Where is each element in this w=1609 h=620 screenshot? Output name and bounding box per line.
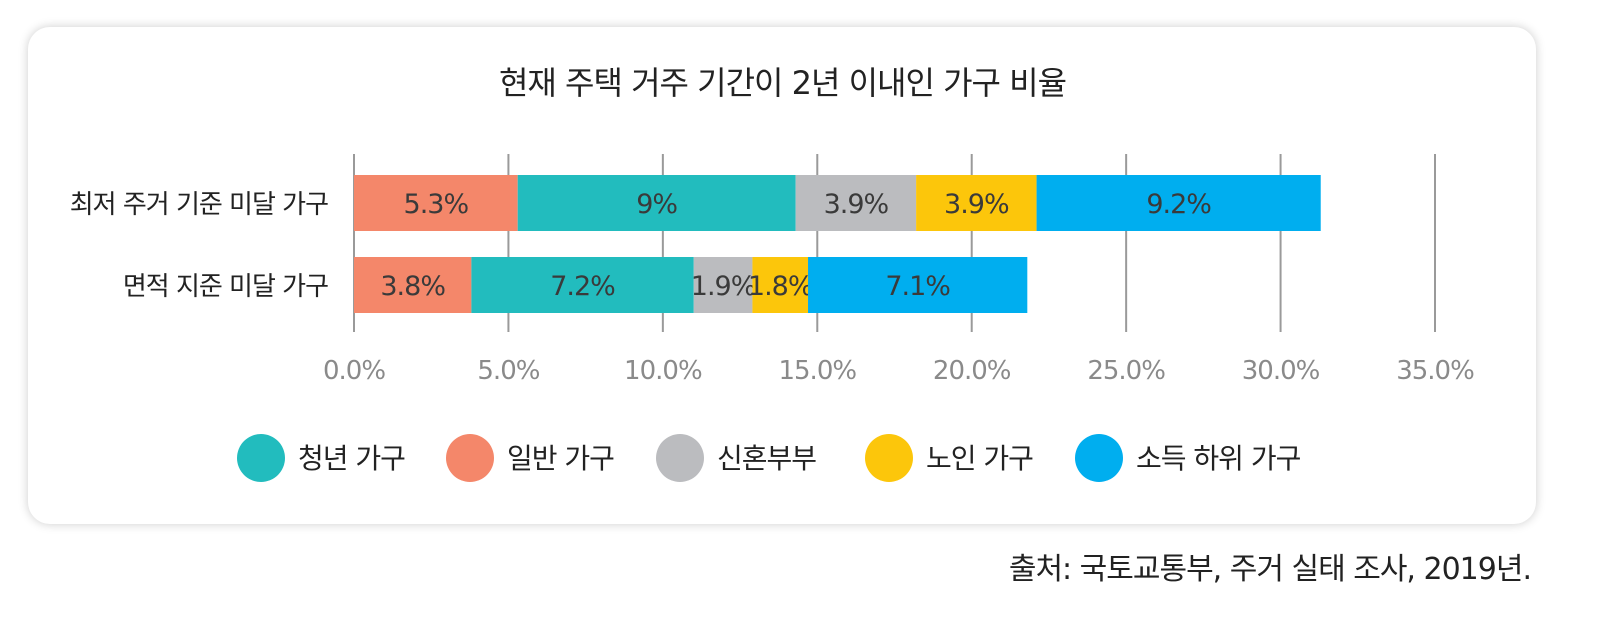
bar-value-label: 9% [636,189,677,220]
legend-label: 신혼부부 [717,442,816,475]
x-tick-label: 35.0% [1396,356,1474,386]
x-tick-label: 10.0% [624,356,702,386]
bar-segment [471,257,694,313]
bar-value-label: 3.9% [824,189,889,220]
legend-swatch [656,434,704,482]
bar-segment [517,175,796,231]
bar-segment [354,175,518,231]
legend-label: 노인 가구 [926,442,1033,475]
bar-value-label: 3.9% [944,189,1009,220]
bar-value-label: 1.9% [691,271,756,302]
x-tick-label: 30.0% [1242,356,1320,386]
x-tick-label: 25.0% [1087,356,1165,386]
legend: 청년 가구 일반 가구 신혼부부 노인 가구 소득 하위 가구 [237,434,1302,482]
bar-segment [808,257,1028,313]
bar-value-label: 5.3% [404,189,469,220]
x-tick-labels: 0.0% 5.0% 10.0% 15.0% 20.0% 25.0% 30.0% 35.0% [323,356,1475,386]
bar-segment [1036,175,1321,231]
bar-segment [795,175,917,231]
legend-swatch [1075,434,1123,482]
bar-value-label: 7.1% [885,271,950,302]
bar-value-label: 9.2% [1146,189,1211,220]
bar-value-label: 1.8% [748,271,813,302]
legend-label: 일반 가구 [507,442,614,475]
category-label: 면적 지준 미달 가구 [123,272,328,302]
x-tick-label: 0.0% [323,356,385,386]
x-tick-label: 15.0% [778,356,856,386]
legend-swatch [237,434,285,482]
bars: 5.3% 9% 3.9% 3.9% 9.2% 3.8% 7.2% 1.9%1.8% 7.1% [354,175,1321,313]
bar-segment [354,257,472,313]
category-label: 최저 주거 기준 미달 가구 [70,190,328,220]
chart-title: 현재 주택 거주 기간이 2년 이내인 가구 비율 [498,64,1067,102]
bar-value-label: 7.2% [550,271,615,302]
bar-segment [693,257,753,313]
source-note: 출처: 국토교통부, 주거 실태 조사, 2019년. [1008,552,1532,587]
legend-swatch [865,434,913,482]
legend-swatch [446,434,494,482]
x-tick-label: 5.0% [477,356,539,386]
x-tick-label: 20.0% [933,356,1011,386]
bar-segment [752,257,809,313]
bar-segment [916,175,1037,231]
bar-value-label: 3.8% [380,271,445,302]
legend-label: 청년 가구 [298,442,405,475]
legend-label: 소득 하위 가구 [1136,442,1301,475]
